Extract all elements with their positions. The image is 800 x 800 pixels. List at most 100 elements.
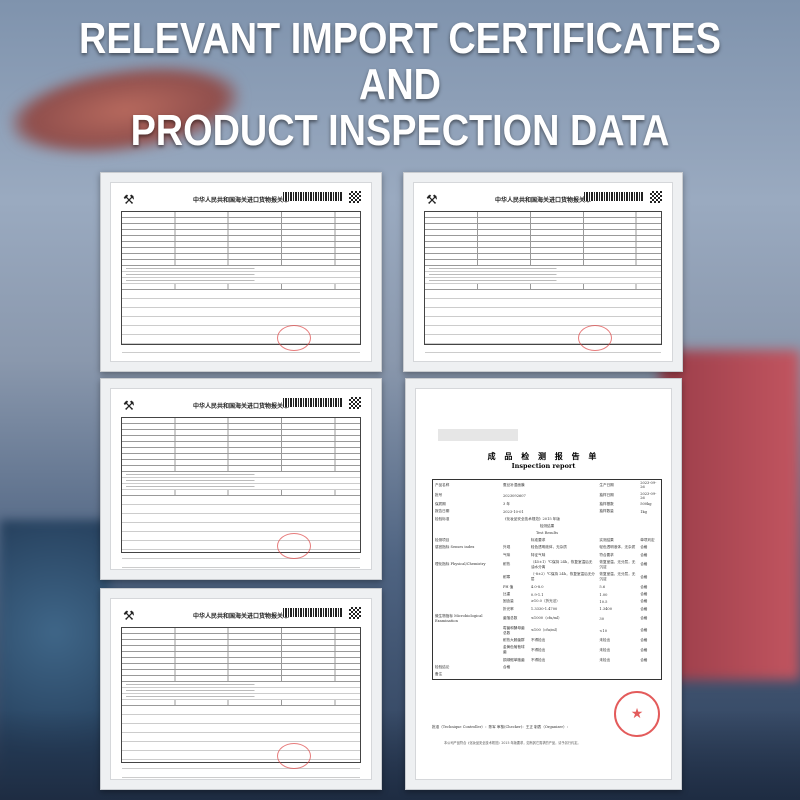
report-cell: 3 年	[502, 501, 511, 506]
headline-line-3: PRODUCT INSPECTION DATA	[130, 106, 670, 155]
inspection-report: 成 品 检 测 报 告 单 Inspection report 产品名称 蚕丝补湿…	[405, 378, 682, 790]
report-cell: 检测项目	[435, 537, 450, 542]
report-cell: 5.6	[599, 585, 606, 590]
report-cell: 合格	[640, 637, 648, 642]
form-grid	[121, 211, 361, 353]
report-cell: 金黄色葡萄球菌	[502, 645, 525, 655]
report-cell: 合格	[640, 592, 648, 597]
report-cell: 2023-09-26	[640, 481, 657, 490]
report-cell: PH 值	[502, 584, 514, 589]
red-stamp	[578, 325, 612, 351]
report-cell: （45±1）℃保持 24h，恢复室温后无油水分离	[530, 559, 593, 569]
report-cell	[433, 606, 501, 613]
report-cell	[433, 624, 501, 636]
results-title-en-row: Test Results	[433, 530, 662, 536]
report-cell: 符合要求	[599, 552, 614, 557]
report-cell	[433, 551, 501, 558]
report-cell: 单项判定	[640, 537, 655, 542]
report-cell: 《化妆品安全技术规范》2015 年版	[502, 516, 560, 521]
report-cell: 合格	[640, 657, 648, 662]
report-cell: 折光率	[502, 606, 514, 611]
barcode	[584, 192, 644, 201]
report-cell: 特征气味	[530, 552, 546, 557]
result-row: 折光率 1.3330-1.4700 1.3400 合格	[433, 606, 662, 613]
report-cell: 生产日期	[599, 482, 614, 487]
red-stamp	[277, 743, 311, 769]
report-cell: 合格	[640, 584, 648, 589]
report-cell: 产品名称	[435, 482, 450, 487]
customs-declaration-4: ⚒ 中华人民共和国海关进口货物报关单	[100, 588, 382, 790]
headline: RELEVANT IMPORT CERTIFICATES AND PRODUCT…	[56, 16, 744, 154]
barcode	[283, 192, 343, 201]
report-cell: 耐热	[502, 562, 511, 567]
report-cell: 未检出	[599, 637, 611, 642]
result-row: 耐寒 （-8±2）℃保持 24h，恢复室温后无分层 恢复室温，无分层，无沉淀 合格	[433, 571, 662, 583]
report-cell: 不得检出	[530, 657, 546, 662]
info-row: 保质期 3 年 抽样基数 500kg	[433, 501, 662, 508]
report-cell	[433, 591, 501, 598]
headline-line-2: AND	[359, 60, 441, 109]
report-cell: 霉菌和酵母菌总数	[502, 625, 525, 635]
red-stamp	[277, 325, 311, 351]
result-row: 铜绿假单胞菌 不得检出 未检出 合格	[433, 657, 662, 664]
form-grid	[121, 627, 361, 778]
report-cell	[433, 644, 501, 656]
report-cell	[501, 537, 529, 544]
report-cell: 标准要求	[530, 537, 546, 542]
qr-code	[349, 607, 361, 619]
qr-code	[349, 397, 361, 409]
customs-declaration-2: ⚒ 中华人民共和国海关进口货物报关单	[403, 172, 683, 372]
report-cell: 合格	[640, 552, 648, 557]
report-cell: 30	[599, 616, 604, 621]
remark-row: 备注	[433, 671, 662, 679]
customs-emblem-icon: ⚒	[123, 193, 135, 208]
report-cell: 未检出	[599, 657, 611, 662]
report-cell: 合格	[640, 545, 648, 550]
report-cell: 0.9-1.1	[530, 592, 544, 597]
report-cell: 1.00	[599, 592, 608, 597]
info-row: 批号 2023092607 抽样日期 2023-09-26	[433, 490, 662, 500]
result-row: 理化指标 Physical/Chemistry 耐热 （45±1）℃保持 24h，恢…	[433, 559, 662, 571]
report-cell: 合格	[640, 562, 648, 567]
report-title-en: Inspection report	[511, 462, 576, 470]
report-cell: 抽样基数	[599, 501, 614, 506]
report-cell: 不得检出	[530, 637, 546, 642]
report-cell: 铜绿假单胞菌	[502, 657, 525, 662]
result-row: 固含量 ≥10.0（折光法） 10.5 合格	[433, 598, 662, 605]
red-stamp	[277, 533, 311, 559]
report-cell: 500kg	[640, 502, 652, 507]
report-cell: 检验结论	[435, 665, 450, 670]
customs-emblem-icon: ⚒	[426, 193, 438, 208]
report-cell	[433, 571, 501, 583]
result-row: 比重 0.9-1.1 1.00 合格	[433, 591, 662, 598]
report-footnote: 本公司产品符合《化妆品安全技术规范》2015 年版要求，如有其它需求的产品，请予…	[444, 741, 581, 745]
report-cell: 轻色透明液体，无杂质	[599, 545, 636, 550]
report-cell: 1kg	[640, 509, 647, 514]
customs-declaration-1: ⚒ 中华人民共和国海关进口货物报关单	[100, 172, 382, 372]
report-cell: 抽样日期	[599, 493, 614, 498]
qr-code	[349, 191, 361, 203]
container-image	[660, 350, 800, 680]
report-cell: 耐热大肠菌群	[502, 637, 525, 642]
redacted-header	[438, 429, 518, 441]
result-row: 感官指标 Senses index 外观 轻色透明液体，无杂质 轻色透明液体，无杂质合…	[433, 544, 662, 551]
report-cell: 检验标准	[435, 516, 450, 521]
report-cell: 保质期	[435, 501, 446, 506]
standard-row: 检验标准 《化妆品安全技术规范》2015 年版	[433, 516, 662, 523]
report-cell: 报告日期	[435, 509, 450, 514]
report-cell: ≤1000（cfu/ml）	[530, 616, 562, 621]
report-cell: 固含量	[502, 599, 514, 604]
customs-emblem-icon: ⚒	[123, 609, 135, 624]
report-cell: 合格	[640, 628, 648, 633]
report-cell: 合格	[640, 616, 648, 621]
report-cell: 菌落总数	[502, 616, 518, 621]
conclusion-row: 检验结论 合格	[433, 664, 662, 671]
report-cell: 2023-09-26	[640, 491, 657, 500]
report-table: 产品名称 蚕丝补湿面膜 生产日期 2023-09-26 批号 2023092607 抽样日期…	[432, 479, 662, 680]
report-signatures: 批准（Technique Controller）：陈军 审核(Checker)：…	[432, 725, 571, 729]
results-title-row: 检测结果	[433, 523, 662, 530]
customs-declaration-3: ⚒ 中华人民共和国海关进口货物报关单	[100, 378, 382, 580]
report-cell	[433, 584, 501, 591]
report-cell: 10.5	[599, 599, 608, 604]
barcode	[283, 398, 343, 407]
